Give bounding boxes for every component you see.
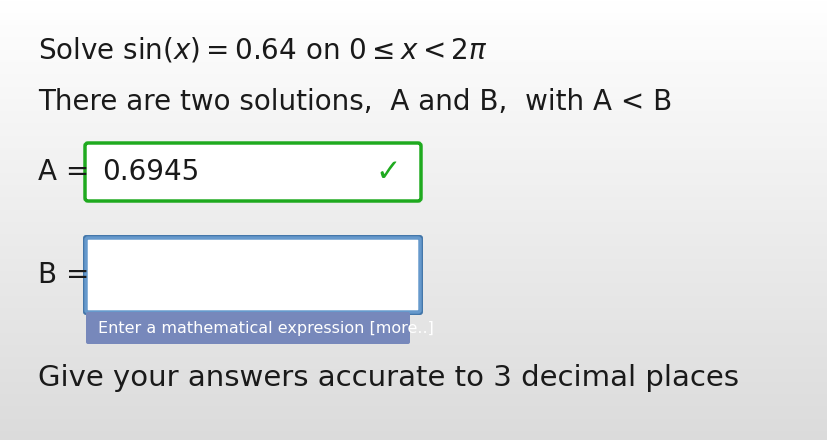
Text: ✓: ✓ — [375, 158, 400, 187]
Text: There are two solutions,  A and B,  with A < B: There are two solutions, A and B, with A… — [38, 88, 672, 116]
Text: 0.6945: 0.6945 — [102, 158, 199, 186]
FancyBboxPatch shape — [86, 312, 409, 344]
Text: Solve $\sin(x) = 0.64$ on $0 \leq x < 2\pi$: Solve $\sin(x) = 0.64$ on $0 \leq x < 2\… — [38, 35, 487, 64]
Text: A =: A = — [38, 158, 89, 186]
Text: Enter a mathematical expression [more..]: Enter a mathematical expression [more..] — [98, 320, 433, 335]
Text: Give your answers accurate to 3 decimal places: Give your answers accurate to 3 decimal … — [38, 364, 739, 392]
FancyBboxPatch shape — [86, 238, 419, 312]
FancyBboxPatch shape — [85, 143, 420, 201]
FancyBboxPatch shape — [83, 235, 423, 315]
Text: B =: B = — [38, 261, 89, 289]
